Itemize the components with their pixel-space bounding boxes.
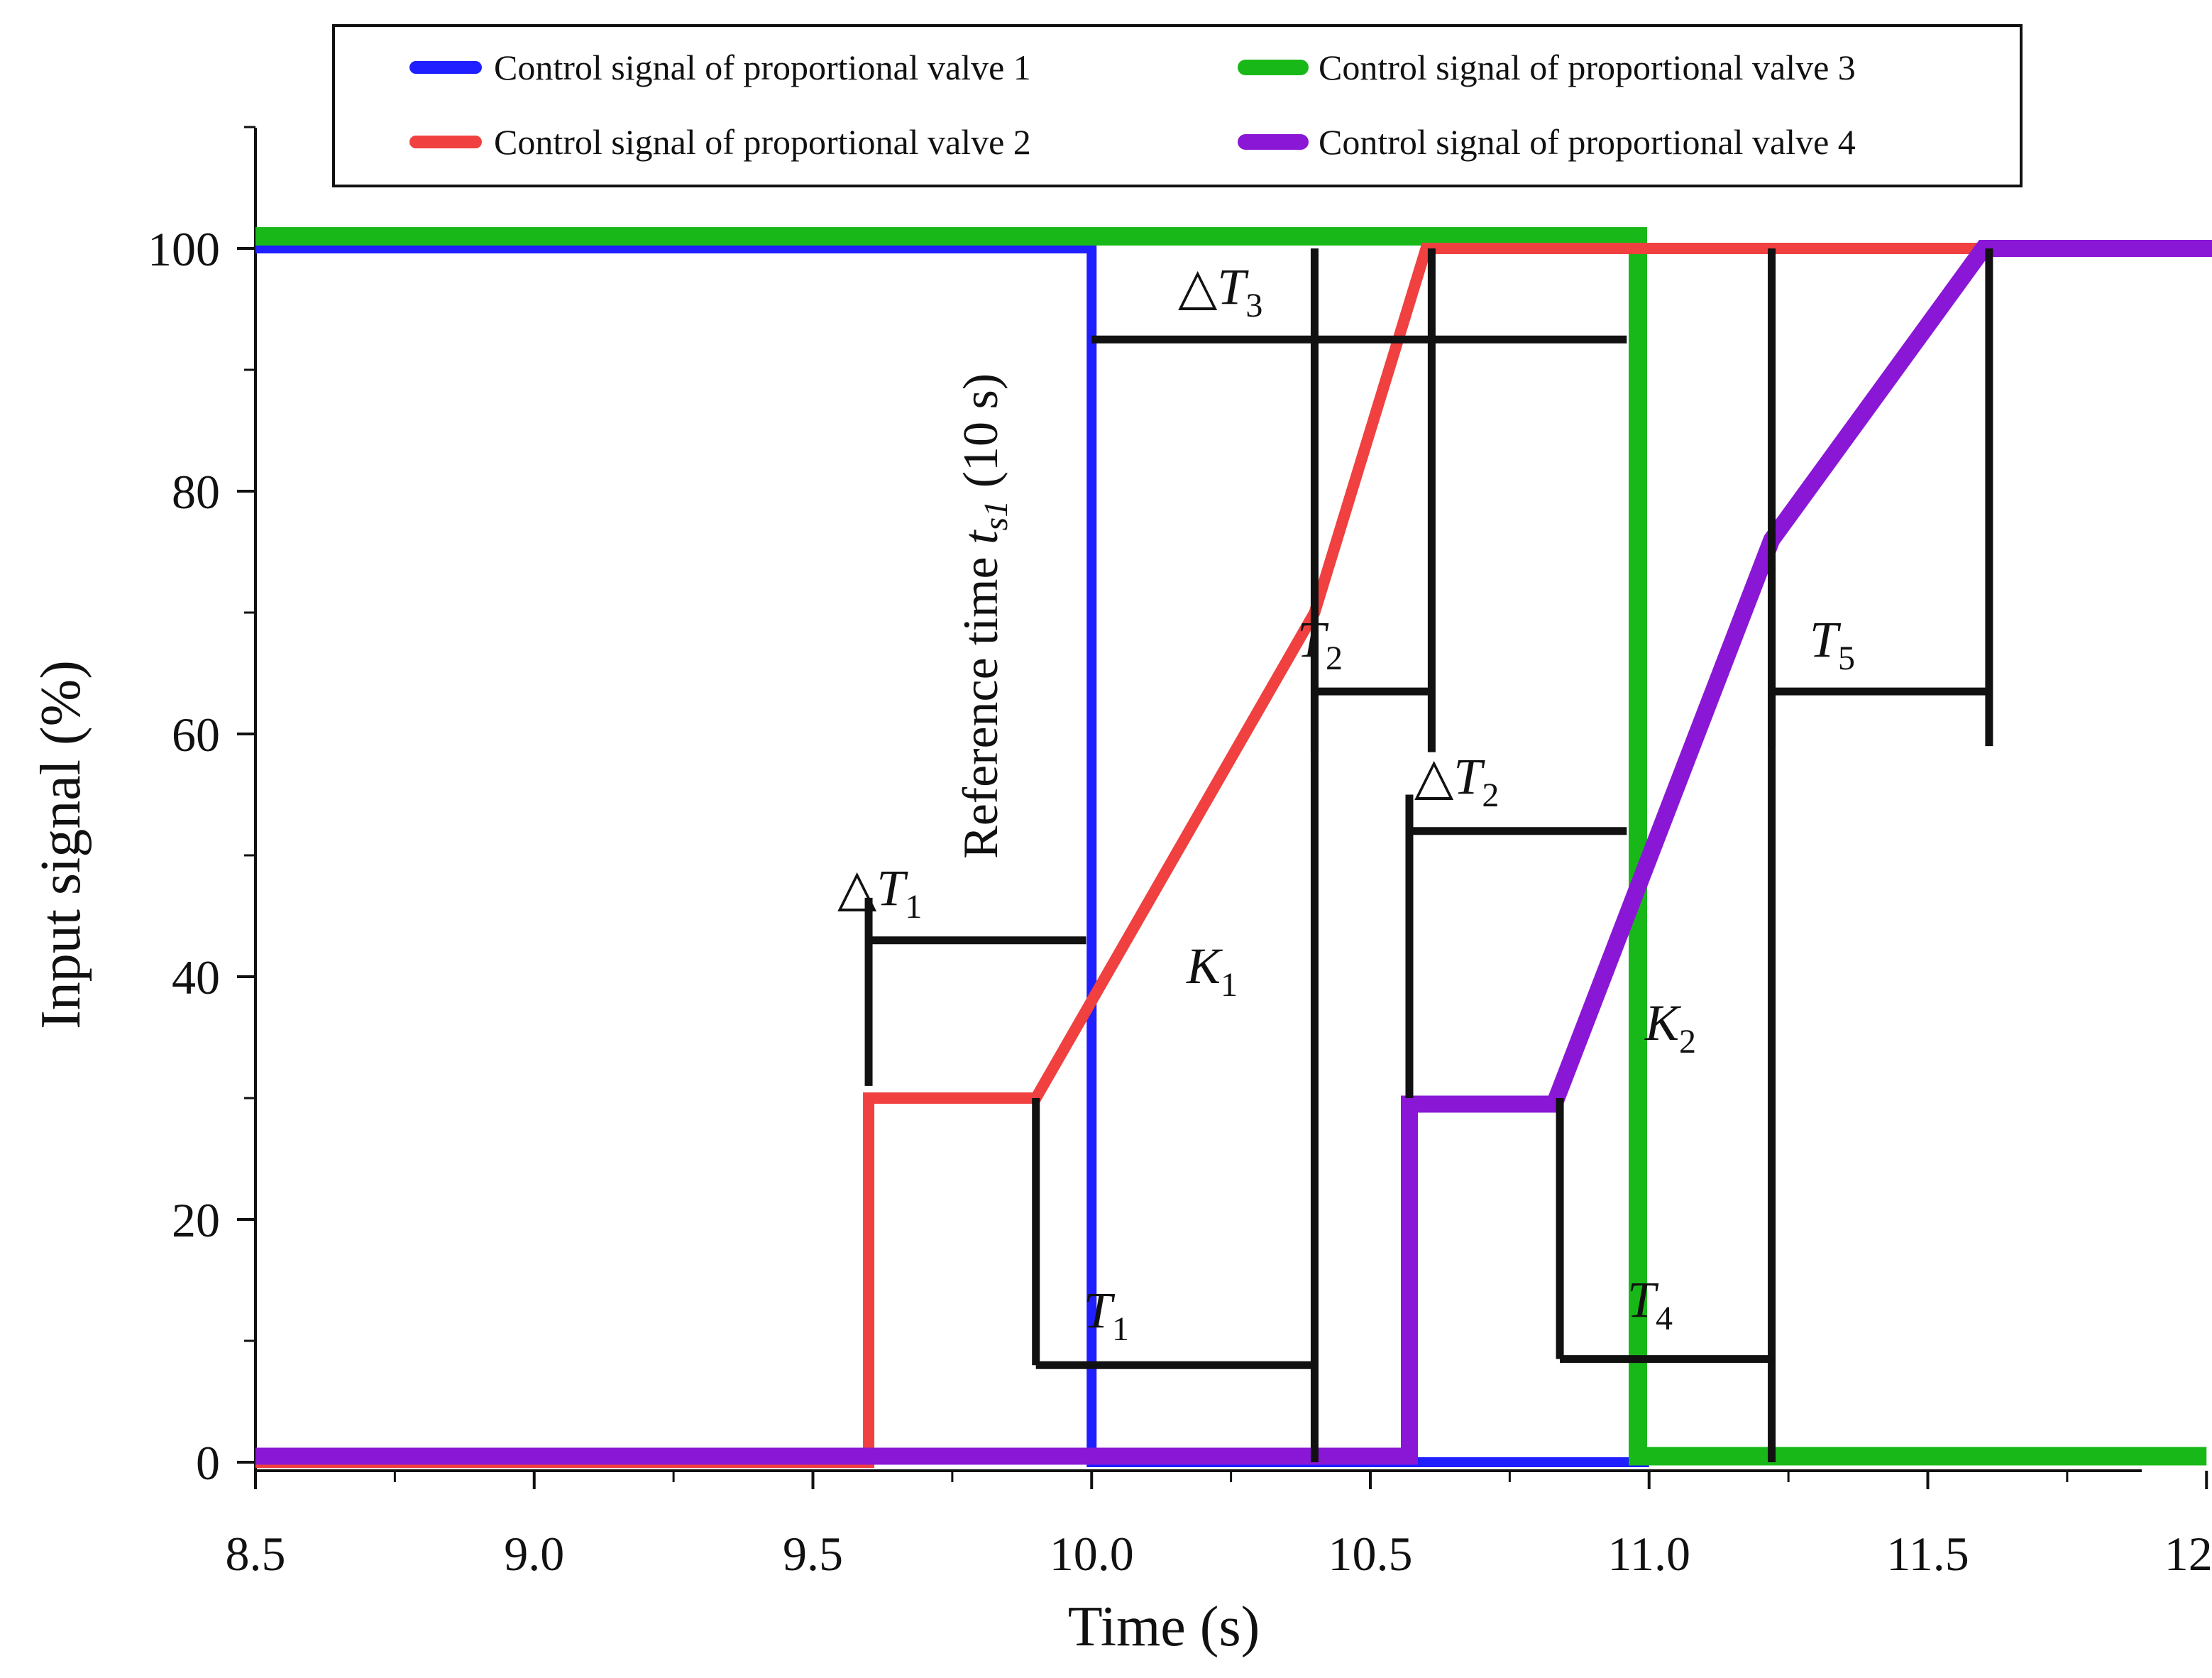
legend-label-valve-2: Control signal of proportional valve 2 [494,122,1031,162]
x-axis-title: Time (s) [1068,1596,1260,1658]
x-tick-label: 11.0 [1608,1527,1690,1581]
t1-var: T [1084,1282,1116,1339]
k2-var: K [1644,994,1682,1051]
y-tick-label: 60 [172,708,220,762]
dt1-sub: 1 [905,888,922,926]
t2-var: T [1297,611,1329,668]
t4-var: T [1627,1271,1659,1328]
legend-label-valve-1: Control signal of proportional valve 1 [494,48,1031,87]
k1-sub: 1 [1221,966,1238,1004]
annotation-k1: K1 [1186,938,1238,1004]
legend: Control signal of proportional valve 1 C… [332,24,2023,187]
y-tick-label: 0 [196,1436,220,1490]
ref-sub: s1 [977,500,1015,531]
x-tick-label: 9.5 [783,1527,843,1581]
t5-var: T [1810,611,1842,668]
annotation-brackets [864,248,1993,1462]
y-tick-label: 100 [148,222,220,276]
t2-sub: 2 [1326,640,1343,677]
y-ticks: 0 20 40 60 80 100 [148,126,255,1490]
x-ticks: 8.5 9.0 9.5 10.0 10.5 11.0 11.5 12.0 [226,1471,2212,1581]
annotation-dt2: △T2 [1414,748,1499,814]
annotation-labels: △T1 △T2 △T3 T1 T2 T4 T5 K1 K2 Reference … [837,258,1855,1348]
x-tick-label: 10.5 [1328,1527,1413,1581]
annotation-dt3: △T3 [1178,258,1262,324]
y-tick-label: 80 [172,465,220,519]
t5-sub: 5 [1838,640,1855,677]
dt3-sub: 3 [1245,287,1262,324]
legend-label-valve-4: Control signal of proportional valve 4 [1319,122,1856,162]
dt2-sub: 2 [1482,777,1499,814]
k1-var: K [1186,938,1223,994]
dt3-sym: △ [1178,258,1218,315]
ref-var: t [954,530,1008,544]
x-tick-label: 11.5 [1886,1527,1969,1581]
legend-label-valve-3: Control signal of proportional valve 3 [1319,48,1856,87]
annotation-t2: T2 [1297,611,1343,677]
y-tick-label: 40 [172,950,220,1004]
y-tick-label: 20 [172,1193,220,1247]
series-line-valve-3 [255,226,2207,1466]
axes [254,128,2142,1472]
annotation-t1: T1 [1084,1282,1129,1348]
series-line-valve-1 [255,243,1649,1467]
x-tick-label: 8.5 [226,1527,286,1581]
dt1-sym: △ [837,860,877,916]
x-tick-label: 9.0 [504,1527,564,1581]
ref-prefix: Reference time [954,544,1008,859]
dt1-var: T [876,860,908,916]
series-layer [255,226,2212,1468]
ref-suffix: (10 s) [954,373,1008,500]
dt3-var: T [1217,258,1249,315]
dt2-sym: △ [1414,748,1454,805]
annotation-dt1: △T1 [837,860,922,926]
series-line-valve-4 [255,240,2212,1465]
t1-sub: 1 [1112,1310,1129,1348]
annotation-t5: T5 [1810,611,1855,677]
t4-sub: 4 [1656,1300,1673,1337]
reference-time-label: Reference time ts1 (10 s) [954,373,1015,859]
x-tick-label: 10.0 [1050,1527,1134,1581]
y-axis-title: Input signal (%) [30,660,92,1029]
dt2-var: T [1453,748,1485,805]
k2-sub: 2 [1679,1023,1696,1060]
series-line-valve-2 [255,243,2207,1468]
x-tick-label: 12.0 [2164,1527,2212,1581]
annotation-t4: T4 [1627,1271,1673,1337]
annotation-k2: K2 [1644,994,1696,1060]
legend-box [332,24,2023,187]
